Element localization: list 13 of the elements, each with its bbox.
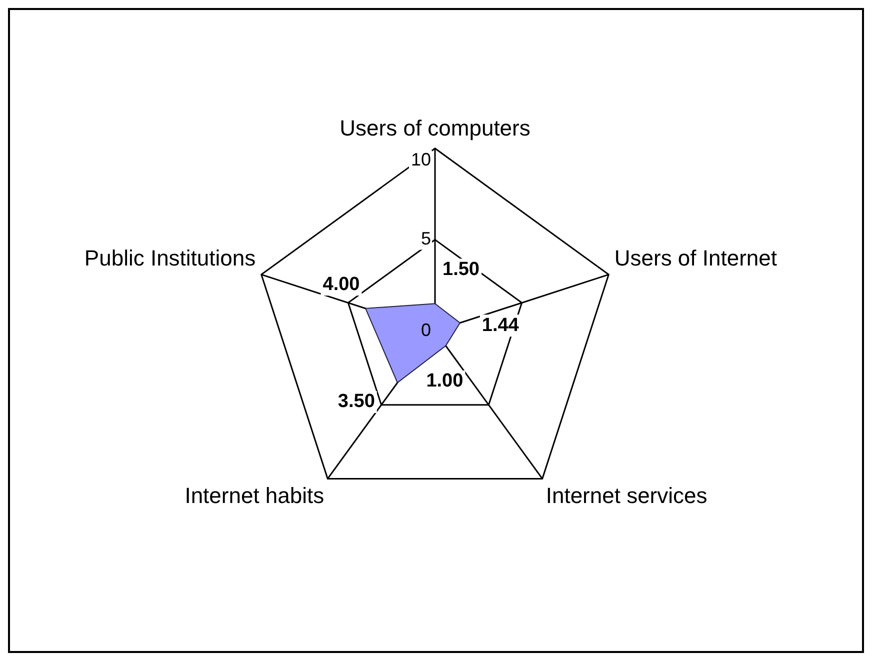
y-tick-label: 5: [420, 228, 431, 249]
y-tick-label: 10: [410, 149, 431, 170]
data-label: 4.00: [322, 274, 360, 295]
data-label: 1.44: [482, 314, 520, 336]
data-label: 1.50: [442, 258, 480, 280]
data-label: 3.50: [338, 391, 375, 412]
spoke-label: Internet services: [546, 482, 708, 508]
spoke-label: Internet habits: [184, 482, 324, 508]
spoke-label: Public Institutions: [84, 246, 256, 271]
spoke-label: Users of computers: [340, 115, 530, 140]
data-label: 1.00: [426, 370, 464, 392]
y-tick-label: 0: [420, 320, 431, 340]
spoke-label: Users of Internet: [614, 246, 778, 271]
